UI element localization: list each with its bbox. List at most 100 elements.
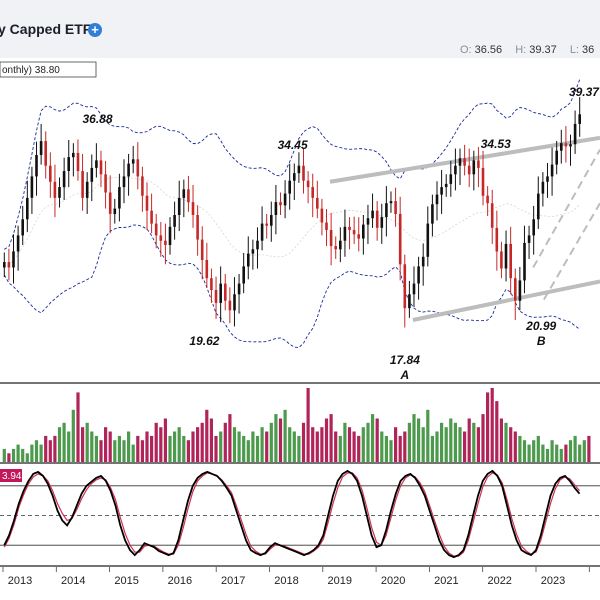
volume-bar: [453, 422, 457, 462]
candle-body: [279, 202, 282, 206]
add-compare-icon[interactable]: +: [88, 23, 102, 37]
candle-body: [311, 187, 314, 198]
candle-body: [408, 294, 411, 309]
time-tick-label: 2018: [274, 575, 298, 587]
candle-body: [141, 176, 144, 196]
candle-body: [58, 187, 61, 198]
volume-bar: [403, 431, 407, 462]
volume-bar: [71, 409, 75, 462]
volume-bar: [311, 427, 315, 462]
volume-bar: [573, 435, 577, 462]
volume-bar: [154, 422, 158, 462]
candle-body: [578, 114, 581, 124]
volume-bar: [90, 431, 94, 462]
volume-bar: [375, 418, 379, 462]
volume-bar: [324, 418, 329, 462]
candle-body: [550, 164, 554, 177]
candle-body: [247, 253, 250, 267]
chart-background: [0, 58, 600, 600]
time-tick-label: 2023: [541, 575, 565, 587]
annotation-label: 34.45: [278, 138, 308, 152]
candle-body: [555, 150, 558, 165]
volume-bar: [104, 427, 108, 462]
volume-bar: [278, 418, 283, 462]
volume-bar: [582, 440, 586, 462]
volume-bar: [274, 414, 278, 462]
volume-bar: [34, 440, 39, 462]
time-tick-label: 2016: [168, 575, 192, 587]
candle-body: [403, 264, 407, 309]
candle-body: [325, 222, 328, 230]
volume-bar: [495, 401, 499, 462]
volume-bar: [550, 440, 554, 462]
candle-body: [297, 165, 301, 174]
volume-bar: [94, 435, 98, 462]
volume-bar: [380, 431, 384, 462]
candle-body: [173, 215, 176, 227]
candle-body: [564, 143, 568, 147]
candle-body: [477, 160, 480, 168]
volume-bar: [440, 422, 444, 462]
candle-body: [573, 123, 577, 145]
candle-body: [7, 262, 11, 268]
candle-body: [67, 157, 70, 171]
stoch-k-line: [3, 469, 581, 559]
candle-body: [251, 249, 255, 254]
volume-bar: [334, 431, 338, 462]
volume-bar: [357, 435, 361, 462]
volume-bar: [587, 435, 591, 462]
volume-bar: [223, 422, 227, 462]
candle-body: [200, 239, 204, 260]
candle-body: [316, 197, 319, 209]
volume-bar: [127, 431, 131, 462]
candle-body: [214, 290, 218, 303]
candle-body: [260, 223, 264, 241]
candle-body: [62, 171, 66, 188]
candle-body: [233, 294, 236, 311]
volume-bar: [283, 409, 287, 462]
volume-bar: [145, 431, 149, 462]
volume-bar: [292, 431, 296, 462]
candle-body: [541, 181, 545, 194]
candle-body: [90, 167, 94, 182]
bollinger-lower: [3, 224, 580, 348]
volume-bar: [578, 444, 582, 462]
candle-body: [320, 208, 324, 223]
annotation-label: 39.37: [569, 85, 600, 99]
volume-bar: [398, 435, 402, 462]
volume-bar: [394, 427, 398, 462]
candle-body: [417, 266, 420, 284]
volume-bar: [486, 392, 490, 462]
candle-body: [164, 240, 167, 245]
high-label: H:: [515, 44, 527, 56]
volume-bar: [481, 414, 485, 462]
candle-body: [366, 218, 370, 225]
volume-bar: [39, 444, 43, 462]
volume-bar: [536, 435, 540, 462]
volume-bar: [407, 422, 411, 462]
volume-bar: [389, 440, 393, 462]
candle-body: [191, 202, 195, 215]
stoch-legend-box: [0, 469, 22, 482]
volume-bar: [173, 431, 177, 462]
candle-body: [26, 197, 29, 220]
stochastic-panel: [0, 469, 600, 567]
chart-title: y Capped ETF: [0, 21, 92, 37]
candle-body: [85, 181, 89, 198]
candle-body: [210, 278, 213, 290]
candle-body: [306, 180, 310, 188]
volume-bar: [85, 422, 89, 462]
candle-body: [449, 174, 453, 184]
time-tick-label: 2013: [8, 575, 32, 587]
volume-bar: [260, 427, 264, 462]
volume-bar: [251, 431, 255, 462]
volume-bar: [62, 422, 66, 462]
volume-bar: [57, 427, 62, 462]
candle-body: [472, 160, 476, 175]
volume-bar: [366, 422, 370, 462]
volume-bar: [288, 427, 292, 462]
volume-bar: [16, 444, 20, 462]
candle-body: [357, 234, 360, 239]
price-legend: onthly) 38.80: [2, 65, 60, 76]
